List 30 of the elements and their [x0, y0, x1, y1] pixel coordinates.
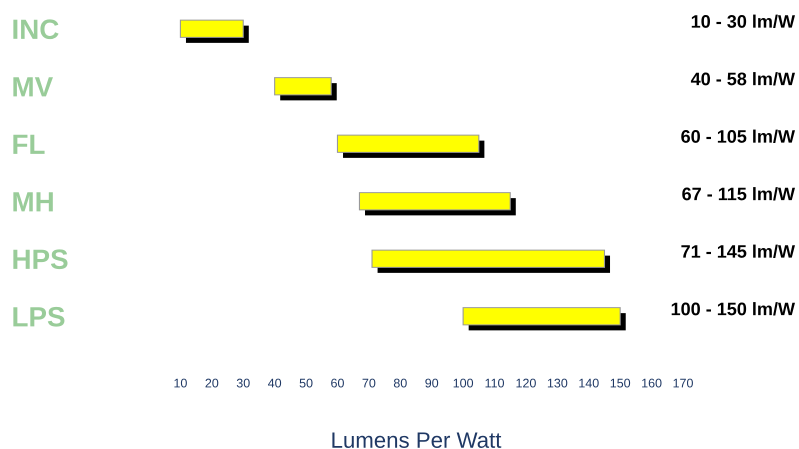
x-tick-label: 130	[548, 378, 568, 388]
x-tick-label: 170	[674, 378, 693, 388]
x-tick-label: 40	[268, 378, 282, 388]
y-tick-label: FL	[13, 134, 45, 154]
x-tick-label: 140	[579, 378, 599, 388]
x-tick-label: 50	[300, 378, 313, 388]
x-tick-label: 60	[331, 378, 344, 388]
annotation: 60 - 105 lm/W	[681, 130, 795, 144]
x-tick-label: 100	[454, 378, 474, 388]
y-tick-label: HPS	[13, 249, 68, 270]
y-tick-label: LPS	[13, 306, 64, 327]
x-tick-label: 90	[425, 378, 438, 388]
text: 10 - 30 lm/W	[692, 14, 795, 28]
annotation: 100 - 150 lm/W	[672, 302, 795, 316]
x-axis-title: Lumens Per Watt	[332, 432, 502, 448]
annotation: 71 - 145 lm/W	[681, 244, 795, 258]
x-tick-label: 80	[394, 378, 407, 388]
x-tick-label: 120	[516, 378, 536, 388]
annotation: 67 - 115 lm/W	[682, 187, 795, 201]
y-tick-label: MV	[13, 77, 53, 96]
x-tick-label: 110	[486, 378, 504, 388]
y-tick-label: INC	[13, 19, 59, 40]
x-tick-label: 70	[362, 378, 376, 388]
x-tick-label: 30	[236, 378, 250, 388]
text: 40 - 58 lm/W	[690, 72, 795, 86]
x-tick-label: 150	[610, 378, 630, 388]
x-tick-label: 10	[174, 378, 187, 388]
x-tick-label: 160	[642, 378, 662, 388]
y-tick-label: MH	[13, 192, 53, 212]
x-tick-label: 20	[206, 378, 218, 388]
